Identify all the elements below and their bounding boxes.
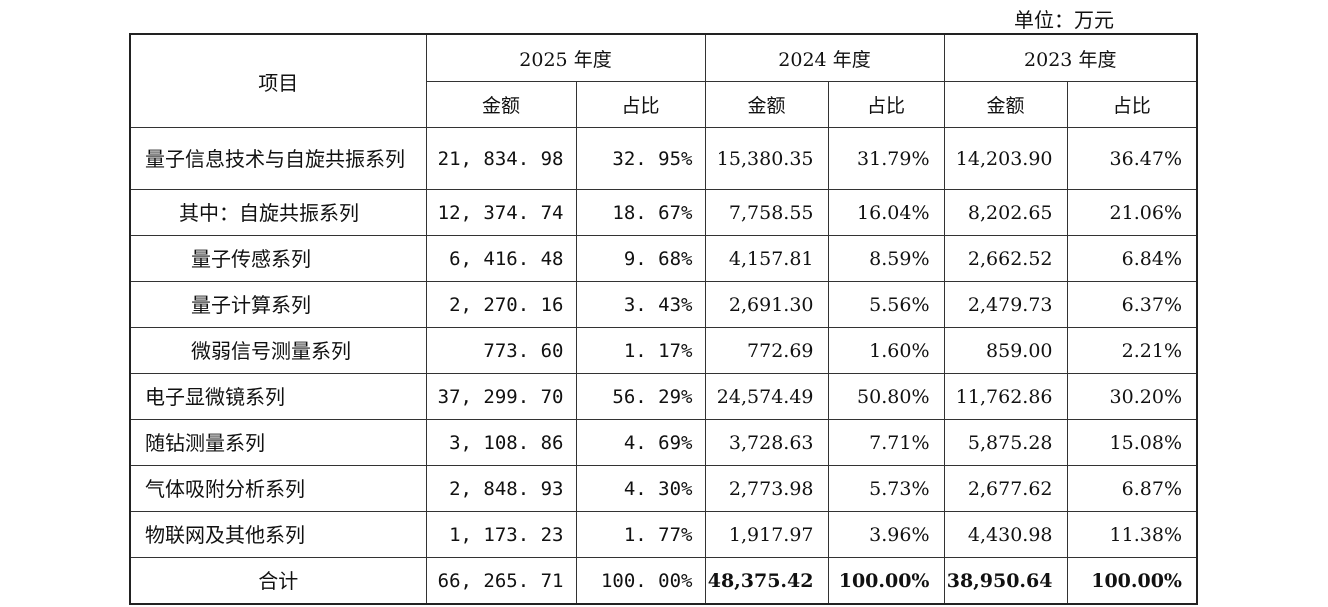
header-amount: 金额 <box>943 81 1068 128</box>
header-ratio: 占比 <box>1066 81 1198 128</box>
cell-amount-2024: 2,773.98 <box>704 465 829 512</box>
cell-amount-2025: 21, 834. 98 <box>425 127 577 190</box>
cell-ratio-2024: 5.56% <box>827 281 945 328</box>
total-ratio-2023: 100.00% <box>1066 557 1198 605</box>
cell-amount-2023: 2,662.52 <box>943 235 1068 282</box>
cell-ratio-2024: 31.79% <box>827 127 945 190</box>
cell-ratio-2024: 5.73% <box>827 465 945 512</box>
cell-ratio-2024: 16.04% <box>827 189 945 236</box>
cell-amount-2023: 5,875.28 <box>943 419 1068 466</box>
cell-ratio-2024: 1.60% <box>827 327 945 374</box>
cell-amount-2025: 773. 60 <box>425 327 577 374</box>
row-label: 气体吸附分析系列 <box>129 465 427 512</box>
cell-amount-2024: 2,691.30 <box>704 281 829 328</box>
total-ratio-2024: 100.00% <box>827 557 945 605</box>
cell-amount-2023: 859.00 <box>943 327 1068 374</box>
header-row-sub: 金额 占比 金额 占比 金额 占比 <box>130 81 1198 128</box>
cell-ratio-2023: 6.37% <box>1066 281 1198 328</box>
cell-amount-2025: 2, 270. 16 <box>425 281 577 328</box>
row-label: 量子计算系列 <box>129 281 427 328</box>
row-label: 物联网及其他系列 <box>129 511 427 558</box>
cell-ratio-2025: 1. 17% <box>575 327 706 374</box>
unit-label: 单位：万元 <box>1014 8 1114 32</box>
header-item: 项目 <box>129 33 427 128</box>
table-row: 电子显微镜系列 37, 299. 70 56. 29% 24,574.49 50… <box>129 373 1198 420</box>
cell-ratio-2023: 11.38% <box>1066 511 1198 558</box>
cell-ratio-2023: 6.87% <box>1066 465 1198 512</box>
cell-ratio-2025: 18. 67% <box>575 189 706 236</box>
cell-ratio-2024: 7.71% <box>827 419 945 466</box>
cell-ratio-2024: 50.80% <box>827 373 945 420</box>
table-row: 气体吸附分析系列 2, 848. 93 4. 30% 2,773.98 5.73… <box>129 465 1198 512</box>
row-label: 量子传感系列 <box>129 235 427 282</box>
cell-amount-2024: 1,917.97 <box>704 511 829 558</box>
cell-amount-2023: 8,202.65 <box>943 189 1068 236</box>
row-label: 电子显微镜系列 <box>129 373 427 420</box>
cell-amount-2023: 11,762.86 <box>943 373 1068 420</box>
cell-ratio-2025: 9. 68% <box>575 235 706 282</box>
cell-ratio-2023: 2.21% <box>1066 327 1198 374</box>
cell-ratio-2024: 8.59% <box>827 235 945 282</box>
total-amount-2023: 38,950.64 <box>943 557 1068 605</box>
header-amount: 金额 <box>704 81 829 128</box>
cell-amount-2025: 2, 848. 93 <box>425 465 577 512</box>
header-row-years: 项目 2025 年度 2024 年度 2023 年度 <box>129 33 1198 128</box>
row-label: 随钻测量系列 <box>129 419 427 466</box>
table-row: 其中：自旋共振系列 12, 374. 74 18. 67% 7,758.55 1… <box>129 189 1198 236</box>
header-year-2023: 2023 年度 <box>943 33 1198 82</box>
table-row: 微弱信号测量系列 773. 60 1. 17% 772.69 1.60% 859… <box>129 327 1198 374</box>
row-label: 量子信息技术与自旋共振系列 <box>129 127 427 190</box>
table-row: 物联网及其他系列 1, 173. 23 1. 77% 1,917.97 3.96… <box>129 511 1198 558</box>
cell-ratio-2025: 3. 43% <box>575 281 706 328</box>
cell-ratio-2024: 3.96% <box>827 511 945 558</box>
cell-ratio-2023: 15.08% <box>1066 419 1198 466</box>
cell-amount-2023: 2,677.62 <box>943 465 1068 512</box>
header-year-2024: 2024 年度 <box>704 33 945 82</box>
total-label: 合计 <box>129 557 427 605</box>
row-label: 其中：自旋共振系列 <box>129 189 427 236</box>
cell-ratio-2025: 4. 69% <box>575 419 706 466</box>
cell-ratio-2023: 21.06% <box>1066 189 1198 236</box>
cell-amount-2025: 1, 173. 23 <box>425 511 577 558</box>
cell-ratio-2023: 36.47% <box>1066 127 1198 190</box>
cell-amount-2025: 37, 299. 70 <box>425 373 577 420</box>
table-row: 量子计算系列 2, 270. 16 3. 43% 2,691.30 5.56% … <box>129 281 1198 328</box>
total-ratio-2025: 100. 00% <box>575 557 706 605</box>
cell-ratio-2025: 56. 29% <box>575 373 706 420</box>
cell-amount-2025: 3, 108. 86 <box>425 419 577 466</box>
cell-ratio-2023: 30.20% <box>1066 373 1198 420</box>
cell-ratio-2025: 1. 77% <box>575 511 706 558</box>
cell-amount-2024: 24,574.49 <box>704 373 829 420</box>
row-label: 微弱信号测量系列 <box>129 327 427 374</box>
cell-ratio-2025: 4. 30% <box>575 465 706 512</box>
table-row: 量子信息技术与自旋共振系列 21, 834. 98 32. 95% 15,380… <box>129 127 1198 190</box>
header-amount: 金额 <box>425 81 577 128</box>
total-row: 合计 66, 265. 71 100. 00% 48,375.42 100.00… <box>129 557 1198 605</box>
cell-amount-2023: 14,203.90 <box>943 127 1068 190</box>
total-amount-2024: 48,375.42 <box>704 557 829 605</box>
cell-amount-2024: 7,758.55 <box>704 189 829 236</box>
cell-ratio-2025: 32. 95% <box>575 127 706 190</box>
header-ratio: 占比 <box>827 81 945 128</box>
cell-amount-2023: 2,479.73 <box>943 281 1068 328</box>
total-amount-2025: 66, 265. 71 <box>425 557 577 605</box>
cell-ratio-2023: 6.84% <box>1066 235 1198 282</box>
cell-amount-2024: 4,157.81 <box>704 235 829 282</box>
header-year-2025: 2025 年度 <box>425 33 706 82</box>
cell-amount-2025: 12, 374. 74 <box>425 189 577 236</box>
cell-amount-2025: 6, 416. 48 <box>425 235 577 282</box>
cell-amount-2024: 772.69 <box>704 327 829 374</box>
revenue-table: 项目 2025 年度 2024 年度 2023 年度 金额 占比 金额 占比 金… <box>129 33 1198 605</box>
cell-amount-2024: 3,728.63 <box>704 419 829 466</box>
cell-amount-2024: 15,380.35 <box>704 127 829 190</box>
header-ratio: 占比 <box>575 81 706 128</box>
cell-amount-2023: 4,430.98 <box>943 511 1068 558</box>
table-row: 量子传感系列 6, 416. 48 9. 68% 4,157.81 8.59% … <box>129 235 1198 282</box>
table-row: 随钻测量系列 3, 108. 86 4. 69% 3,728.63 7.71% … <box>129 419 1198 466</box>
